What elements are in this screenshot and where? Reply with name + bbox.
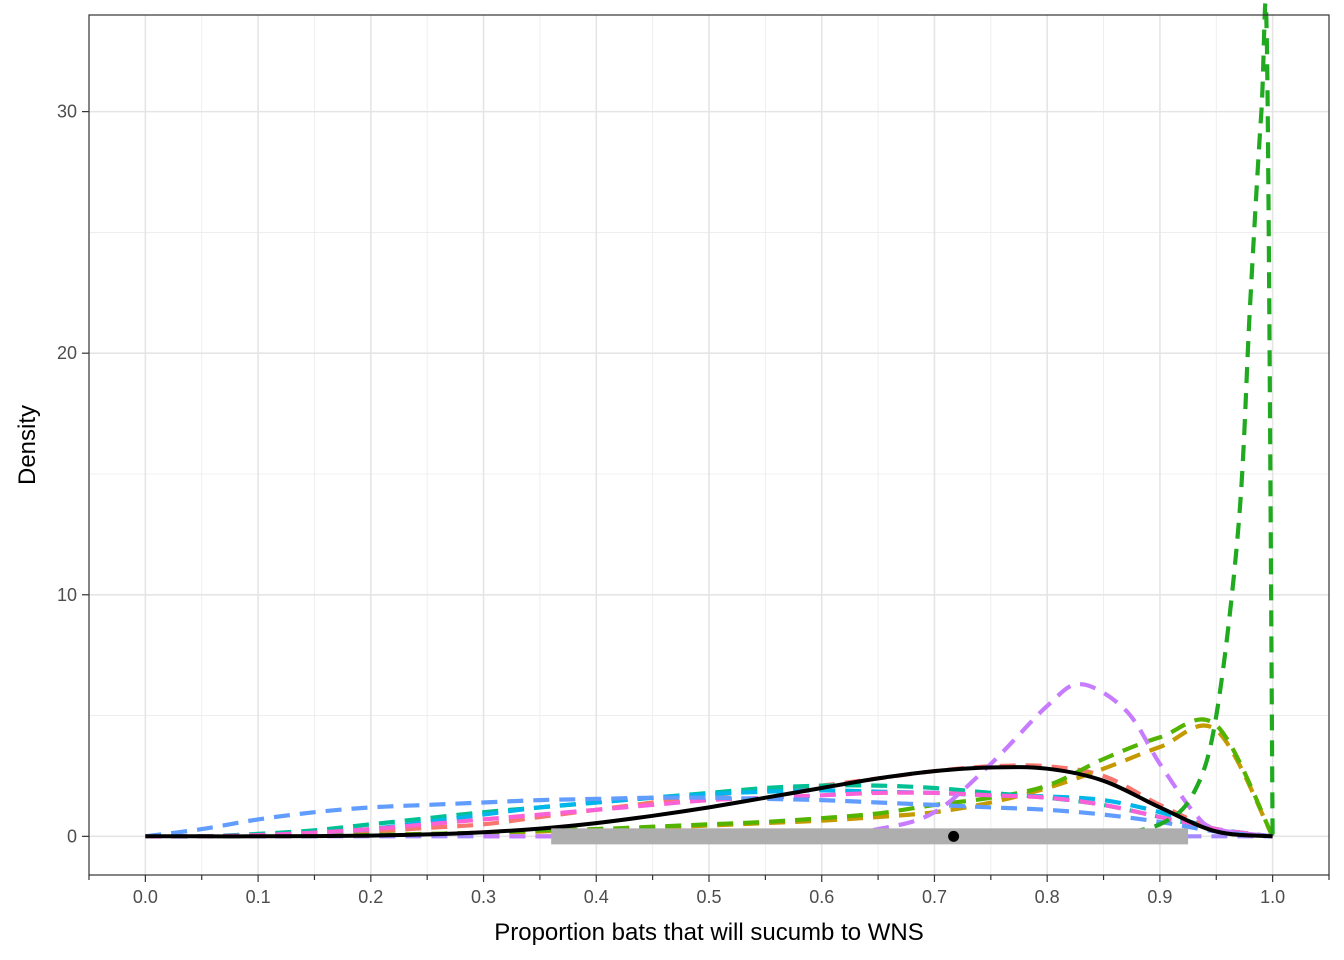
- density-curve-10: [1103, 0, 1275, 839]
- x-tick-label: 0.4: [584, 887, 609, 907]
- y-tick-label: 30: [57, 102, 77, 122]
- x-tick-label: 0.2: [358, 887, 383, 907]
- x-axis-title: Proportion bats that will sucumb to WNS: [494, 919, 924, 946]
- x-tick-label: 0.0: [133, 887, 158, 907]
- density-curve-7: [145, 790, 1273, 839]
- density-curve-11: [145, 765, 1273, 839]
- credible-interval: [551, 828, 1189, 845]
- y-tick-label: 10: [57, 585, 77, 605]
- x-tick-label: 0.5: [696, 887, 721, 907]
- x-tick-label: 0.1: [246, 887, 271, 907]
- y-tick-label: 0: [67, 826, 77, 846]
- y-axis-title: Density: [14, 405, 41, 485]
- y-tick-label: 20: [57, 343, 77, 363]
- x-tick-label: 0.8: [1035, 887, 1060, 907]
- density-curve-8: [145, 795, 1273, 839]
- x-tick-label: 0.7: [922, 887, 947, 907]
- x-tick-label: 1.0: [1260, 887, 1285, 907]
- x-tick-label: 0.3: [471, 887, 496, 907]
- interval-bar: [551, 828, 1189, 845]
- x-tick-label: 0.6: [809, 887, 834, 907]
- point-estimate: [948, 830, 960, 842]
- x-tick-label: 0.9: [1147, 887, 1172, 907]
- y-axis: 0 10 20 30: [57, 102, 89, 846]
- grid-lines: [88, 15, 1330, 875]
- x-axis: 0.0 0.1 0.2 0.3 0.4 0.5 0.6 0.7 0.8 0.9 1.0: [88, 875, 1330, 907]
